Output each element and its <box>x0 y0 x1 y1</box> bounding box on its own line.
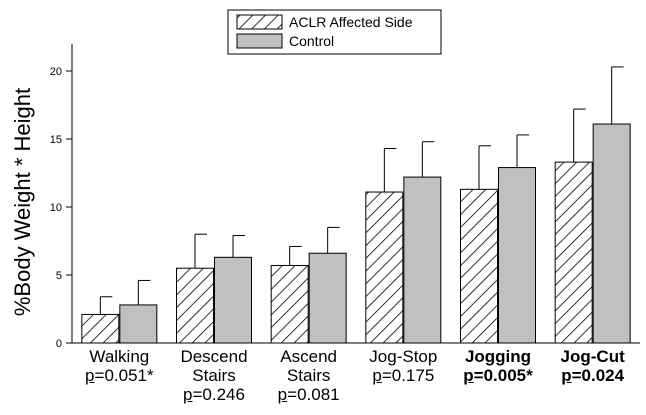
y-tick-label: 15 <box>50 134 62 146</box>
p-number: =0.005* <box>474 366 533 385</box>
aclr-legend-label: ACLR Affected Side <box>289 14 413 30</box>
category-label: Descend Stairs p=0.246 <box>159 347 269 404</box>
category-label: Jog-Stop p=0.175 <box>348 347 458 385</box>
aclr-bar-6 <box>555 162 592 343</box>
p-symbol: p <box>85 366 94 385</box>
category-label: Walking p=0.051* <box>64 347 174 385</box>
p-number: =0.051* <box>95 366 154 385</box>
y-tick-label: 0 <box>56 338 62 350</box>
control-legend-label: Control <box>289 33 334 49</box>
p-number: =0.024 <box>572 366 624 385</box>
y-tick-label: 10 <box>50 202 62 214</box>
p-number: =0.246 <box>192 385 244 404</box>
p-symbol: p <box>561 366 571 385</box>
bars <box>82 67 630 343</box>
p-symbol: p <box>278 385 287 404</box>
category-label: Jogging p=0.005* <box>443 347 553 385</box>
p-value: p=0.051* <box>64 366 174 385</box>
category-name: Jogging <box>443 347 553 366</box>
control-bar-5 <box>499 168 536 343</box>
p-value: p=0.005* <box>443 366 553 385</box>
control-bar-3 <box>309 253 346 343</box>
control-bar-1 <box>120 305 157 343</box>
category-name: Ascend <box>254 347 364 366</box>
aclr-bar-2 <box>177 268 214 343</box>
category-name: Jog-Cut <box>538 347 646 366</box>
p-value: p=0.246 <box>159 385 269 404</box>
category-name-line2: Stairs <box>254 366 364 385</box>
control-bar-2 <box>215 257 252 343</box>
category-name: Descend <box>159 347 269 366</box>
category-name-line2: Stairs <box>159 366 269 385</box>
aclr-bar-5 <box>461 189 498 343</box>
y-axis-label: %Body Weight * Height <box>10 88 35 316</box>
control-bar-4 <box>404 177 441 343</box>
control-bar-6 <box>593 124 630 343</box>
aclr-bar-4 <box>366 192 403 343</box>
category-name: Jog-Stop <box>348 347 458 366</box>
category-label: Ascend Stairs p=0.081 <box>254 347 364 404</box>
p-symbol: p <box>372 366 381 385</box>
aclr-legend-swatch <box>237 15 282 29</box>
control-legend-swatch <box>237 34 282 48</box>
p-value: p=0.024 <box>538 366 646 385</box>
p-value: p=0.081 <box>254 385 364 404</box>
p-value: p=0.175 <box>348 366 458 385</box>
y-tick-label: 5 <box>56 270 62 282</box>
aclr-bar-3 <box>271 265 308 343</box>
p-number: =0.175 <box>382 366 434 385</box>
p-symbol: p <box>463 366 473 385</box>
p-number: =0.081 <box>287 385 339 404</box>
category-label: Jog-Cut p=0.024 <box>538 347 646 385</box>
aclr-bar-1 <box>82 314 119 343</box>
category-name: Walking <box>64 347 174 366</box>
legend: ACLR Affected Side Control <box>228 10 441 54</box>
y-tick-label: 20 <box>50 66 62 78</box>
